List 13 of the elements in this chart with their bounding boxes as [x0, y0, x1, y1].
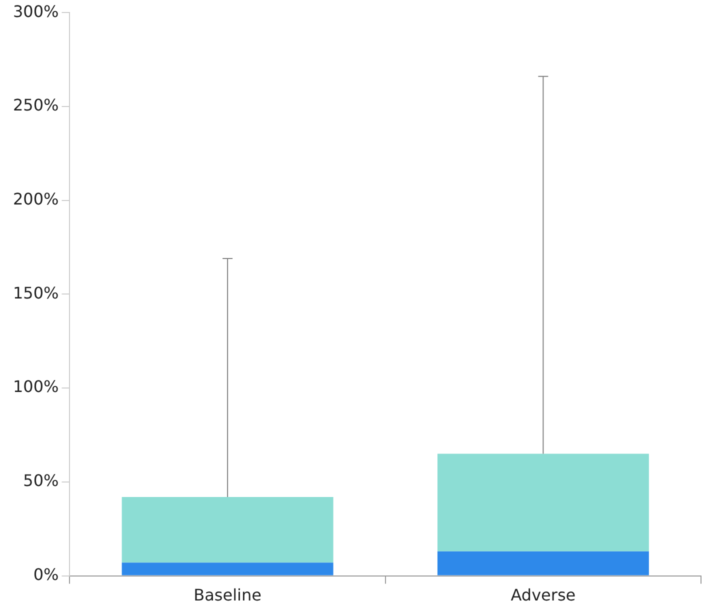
y-tick-label: 200% [12, 189, 59, 208]
y-tick-label: 100% [12, 377, 59, 396]
y-tick-label: 250% [12, 96, 59, 115]
bar [437, 454, 649, 552]
x-tick-label: Baseline [194, 586, 262, 605]
bar [122, 496, 334, 563]
y-tick-label: 50% [23, 471, 59, 490]
bar [437, 551, 649, 576]
y-tick-label: 150% [12, 283, 59, 302]
y-tick-label: 0% [33, 564, 59, 584]
x-tick-label: Adverse [510, 586, 576, 605]
bar [122, 562, 334, 576]
y-tick-label: 300% [12, 2, 59, 21]
